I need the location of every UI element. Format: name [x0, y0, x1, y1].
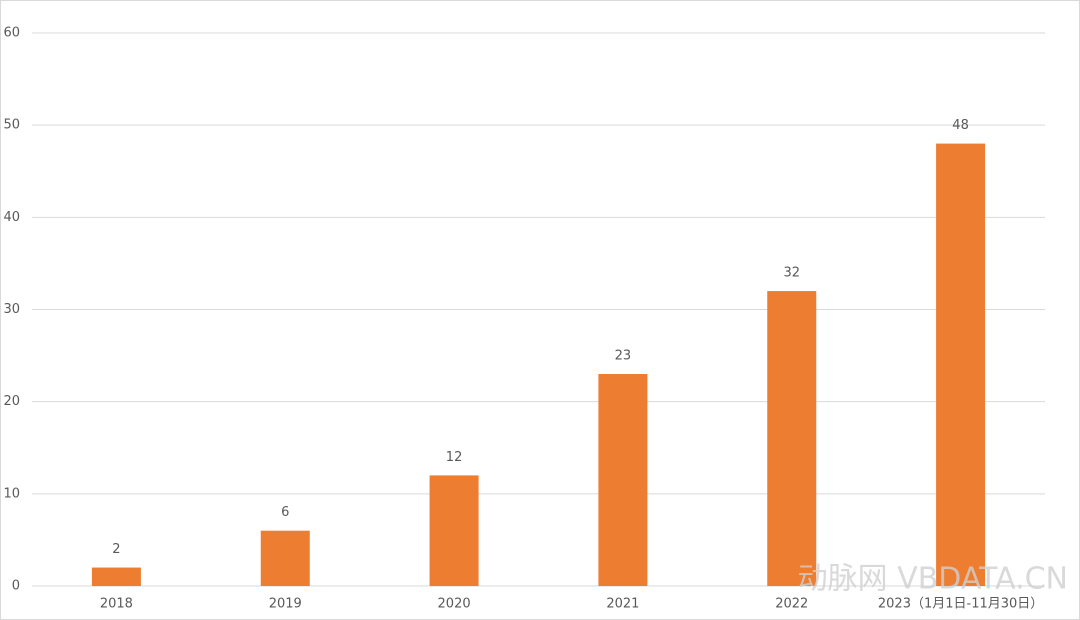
- data-label: 6: [281, 505, 289, 520]
- x-tick-label: 2022: [775, 597, 808, 612]
- bar: [429, 475, 479, 586]
- x-tick-label: 2023（1月1日-11月30日）: [878, 597, 1043, 612]
- data-label: 23: [615, 349, 632, 364]
- y-tick-label: 40: [3, 210, 20, 225]
- bar: [767, 291, 817, 586]
- bar: [91, 567, 141, 586]
- data-label: 2: [112, 542, 120, 557]
- bar: [260, 530, 310, 586]
- y-tick-label: 50: [3, 118, 20, 133]
- y-tick-label: 0: [12, 579, 20, 594]
- data-label: 48: [952, 118, 969, 133]
- y-tick-label: 30: [3, 302, 20, 317]
- y-tick-label: 20: [3, 394, 20, 409]
- x-tick-label: 2021: [606, 597, 639, 612]
- watermark: 动脉网 VBDATA.CN: [798, 562, 1068, 597]
- bar: [598, 374, 648, 586]
- data-label: 32: [783, 266, 800, 281]
- bar: [936, 143, 986, 586]
- x-tick-label: 2020: [438, 597, 471, 612]
- y-tick-label: 60: [3, 26, 20, 41]
- data-label: 12: [446, 450, 463, 465]
- x-tick-label: 2019: [269, 597, 302, 612]
- x-tick-label: 2018: [100, 597, 133, 612]
- y-tick-label: 10: [3, 486, 20, 501]
